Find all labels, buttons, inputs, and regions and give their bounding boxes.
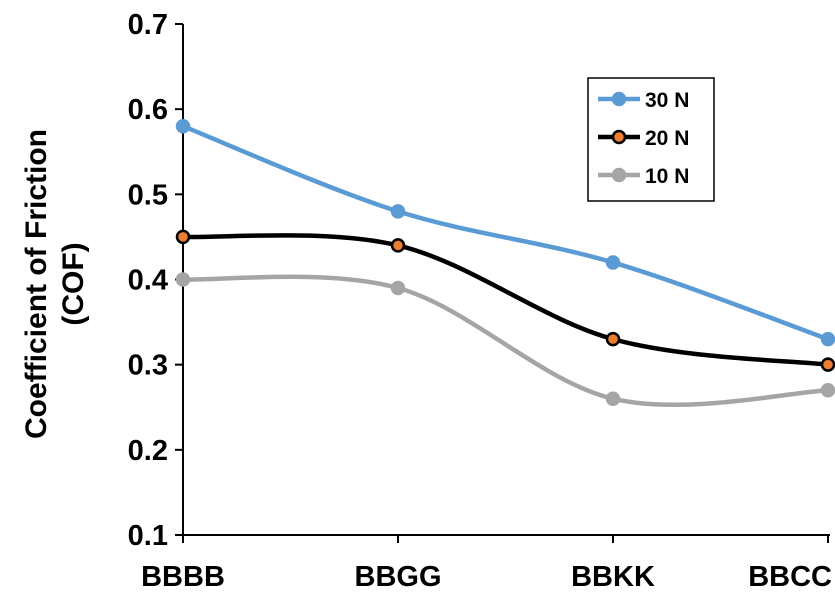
data-point-20n — [175, 229, 191, 245]
legend-marker-10n — [611, 167, 627, 183]
y-tick-label: 0.5 — [128, 179, 168, 211]
data-point-10n — [820, 382, 835, 398]
data-point-10n — [175, 272, 191, 287]
series-line-10n — [180, 274, 831, 408]
axes: 0.1 0.2 0.3 0.4 0.5 0.6 0.7 BBBB BBGG BBKK BBCC — [128, 9, 832, 593]
data-point-10n — [605, 391, 621, 406]
y-tick-label: 0.7 — [128, 9, 168, 41]
series-line-30n — [180, 123, 831, 342]
y-tick-label: 0.6 — [128, 94, 168, 126]
legend-marker-30n — [611, 91, 627, 107]
data-point-30n — [820, 331, 835, 347]
legend-label-10n: 10 N — [645, 165, 689, 188]
data-point-20n — [605, 331, 621, 347]
legend-label-20n: 20 N — [645, 127, 689, 150]
data-point-10n — [390, 280, 406, 296]
y-tick-label: 0.1 — [128, 520, 168, 552]
y-axis-label-line1: Coefficient of Friction — [20, 129, 53, 439]
x-tick-label: BBCC — [748, 561, 832, 593]
x-tick-label: BBBB — [141, 561, 225, 593]
series-line-20n — [180, 233, 831, 367]
data-point-20n — [820, 357, 835, 372]
series-layer — [175, 118, 835, 408]
y-tick-label: 0.4 — [128, 265, 168, 297]
x-tick-label: BBKK — [571, 561, 655, 593]
data-point-30n — [390, 204, 406, 219]
y-tick-label: 0.3 — [128, 350, 168, 382]
y-axis-label-line2: (COF) — [57, 242, 90, 325]
x-tick-label: BBGG — [355, 561, 442, 593]
data-point-30n — [605, 255, 621, 270]
data-point-30n — [175, 118, 191, 134]
legend-marker-20n — [611, 129, 627, 145]
data-point-20n — [390, 238, 406, 253]
y-tick-label: 0.2 — [128, 435, 168, 467]
legend-label-30n: 30 N — [645, 89, 689, 112]
legend: 30 N 20 N 10 N — [587, 77, 715, 202]
